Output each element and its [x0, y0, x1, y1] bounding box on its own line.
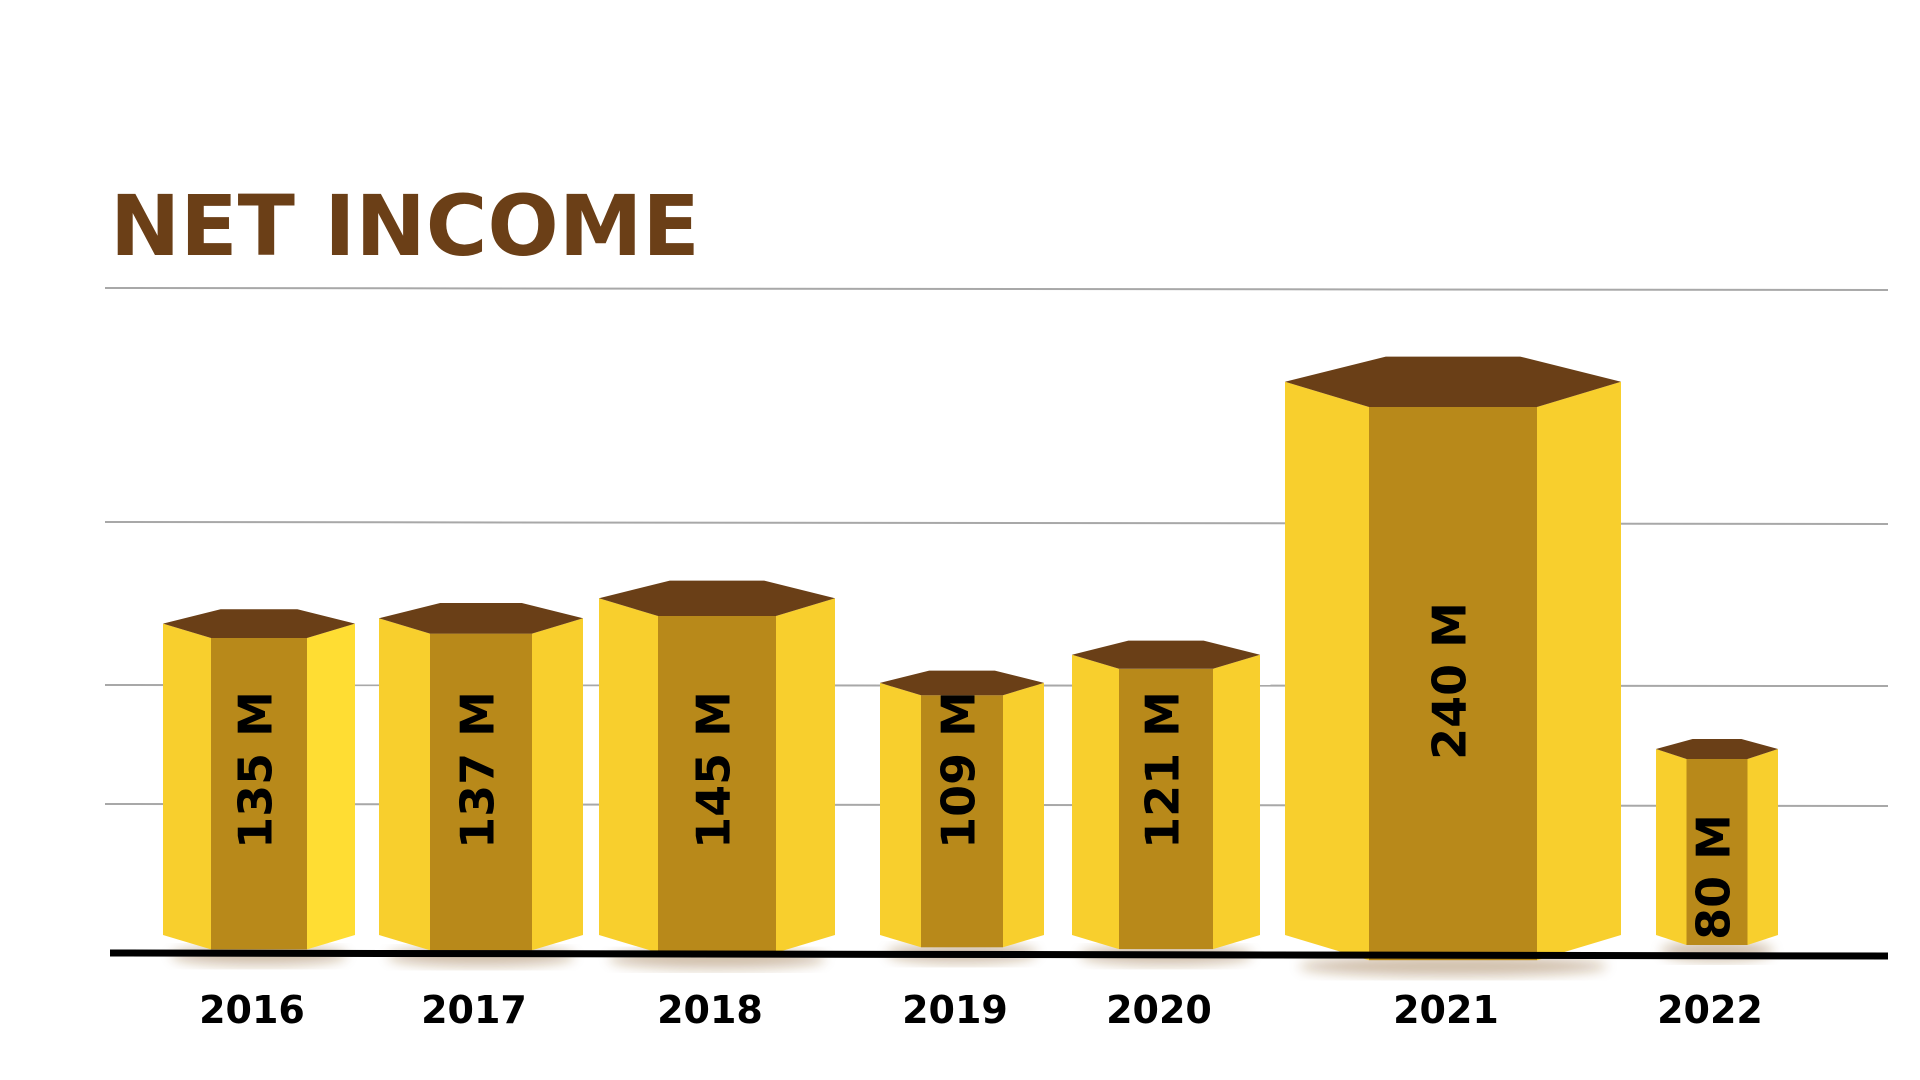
value-label: 137 M — [451, 691, 505, 849]
value-label: 80 M — [1687, 814, 1741, 940]
bar-2017: 137 M — [379, 603, 583, 967]
bar-2020: 121 M — [1072, 640, 1260, 966]
bar-2021: 240 M — [1285, 356, 1621, 977]
bar-top — [1656, 739, 1778, 759]
x-axis-baseline — [109, 949, 1889, 960]
bar-top — [379, 603, 583, 634]
bar-2019: 109 M — [880, 670, 1044, 964]
bar-side-left — [163, 623, 211, 950]
bar-side-left — [1656, 749, 1687, 945]
bar-front — [1369, 407, 1537, 961]
bar-2016: 135 M — [163, 609, 355, 966]
value-label: 109 M — [932, 691, 986, 849]
bar-front — [430, 633, 532, 951]
bar-side-left — [1285, 381, 1369, 961]
bar-side-left — [880, 682, 921, 948]
bar-front — [1119, 668, 1213, 950]
bar-front — [658, 616, 776, 953]
category-label: 2019 — [902, 988, 1008, 1032]
bar-top — [1285, 356, 1621, 407]
bar-side-right — [1213, 654, 1260, 950]
bar-side-right — [776, 598, 835, 953]
value-label: 121 M — [1136, 691, 1190, 849]
category-labels: 2016 2017 2018 2019 2020 2021 2022 — [199, 988, 1763, 1032]
bar-2022: 80 M — [1656, 739, 1778, 961]
category-label: 2017 — [421, 988, 527, 1032]
bar-front — [921, 695, 1003, 948]
bar-side-left — [1072, 654, 1119, 950]
chart-title: NET INCOME — [110, 177, 700, 275]
bar-side-right — [1003, 682, 1044, 948]
category-label: 2018 — [657, 988, 763, 1032]
category-label: 2022 — [1657, 988, 1763, 1032]
bars: 135 M 137 M 145 M 109 M 121 M 240 M 80 M — [163, 356, 1778, 977]
bar-top — [163, 609, 355, 638]
bar-front — [1686, 759, 1748, 945]
bar-side-right — [307, 623, 355, 950]
bar-side-right — [532, 618, 583, 951]
bar-top — [599, 580, 835, 616]
bar-top — [880, 670, 1044, 696]
bar-side-right — [1747, 749, 1778, 945]
bar-front — [211, 638, 307, 950]
value-label: 145 M — [687, 691, 741, 849]
category-label: 2021 — [1393, 988, 1499, 1032]
bar-side-left — [599, 598, 658, 953]
category-label: 2016 — [199, 988, 305, 1032]
value-label: 135 M — [229, 691, 283, 849]
bar-side-right — [1537, 381, 1621, 961]
bar-side-left — [379, 618, 430, 951]
bar-top — [1072, 640, 1260, 669]
bar-shadow — [1298, 956, 1608, 977]
bar-2018: 145 M — [599, 580, 835, 969]
category-label: 2020 — [1106, 988, 1212, 1032]
gridline-1 — [104, 287, 1889, 291]
value-label: 240 M — [1423, 602, 1477, 760]
